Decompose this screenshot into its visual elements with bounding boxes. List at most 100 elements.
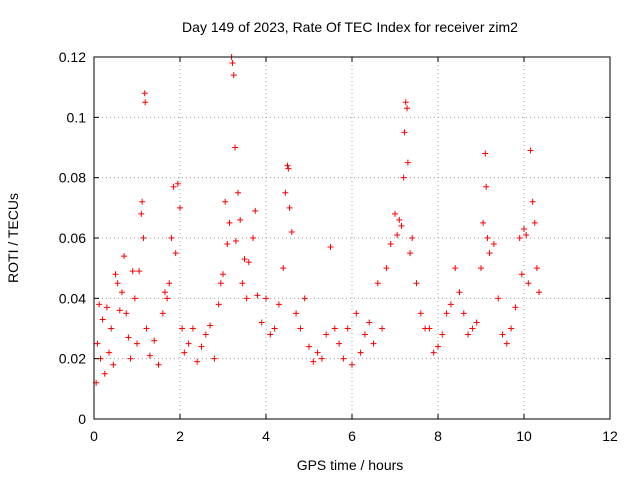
data-point [401,129,408,136]
data-point [357,349,364,356]
data-point [439,331,446,338]
data-point [527,147,534,154]
data-point [108,325,115,332]
data-point [138,210,145,217]
data-point [286,204,293,211]
data-point [512,304,519,311]
x-tick-label: 0 [90,428,98,444]
data-point [229,60,236,67]
data-point [518,271,525,278]
data-point [252,207,259,214]
chart-title: Day 149 of 2023, Rate Of TEC Index for r… [182,19,518,35]
data-point [531,219,538,226]
data-point [297,325,304,332]
data-point [503,340,510,347]
data-point [245,259,252,266]
data-point [161,289,168,296]
data-point [94,340,101,347]
data-point [243,295,250,302]
y-tick-label: 0 [78,411,86,427]
data-point [394,231,401,238]
data-point [327,244,334,251]
data-point [250,235,257,241]
x-tick-label: 6 [348,428,356,444]
data-point [99,316,106,323]
data-point [331,325,338,332]
data-point [301,295,308,302]
data-point [490,241,497,248]
data-point [166,280,173,287]
data-point [288,228,295,235]
data-point [121,253,128,260]
data-point [483,183,490,190]
data-point [396,216,403,223]
data-point [310,358,317,365]
data-point [131,295,138,302]
data-point [353,310,360,317]
data-point [112,271,119,278]
data-point [241,256,248,263]
data-point [344,325,351,332]
data-point [202,331,209,338]
data-point [275,301,282,308]
data-point [456,289,463,296]
data-point [452,265,459,272]
data-point [129,268,136,275]
data-point [194,358,201,365]
data-point [217,280,224,287]
data-point [258,319,265,326]
data-point [465,331,472,338]
x-axis-label: GPS time / hours [297,457,404,473]
data-point [314,349,321,356]
data-point [349,361,355,368]
data-point [521,225,527,232]
data-point [232,144,239,151]
data-point [398,222,405,229]
x-tick-label: 4 [262,428,270,444]
data-point [499,331,506,338]
data-point [374,280,381,287]
data-point [536,289,543,296]
data-point [533,265,540,272]
data-point [435,343,441,350]
data-point [404,159,411,166]
data-point [235,189,242,196]
data-point [177,204,183,211]
data-point [127,355,134,362]
data-point [460,310,467,317]
data-point [508,325,515,332]
data-point [134,340,140,347]
data-point [361,331,368,338]
data-point [318,355,325,362]
data-point [215,301,222,308]
data-point [402,99,409,106]
data-point [480,219,487,226]
data-point [207,322,214,329]
data-point [267,331,274,338]
data-point [254,292,261,299]
data-point [486,250,493,257]
data-point [495,295,502,302]
data-point [211,355,218,362]
data-point [271,325,278,332]
data-point [370,340,377,347]
data-point [164,295,171,302]
gridlines [94,57,610,419]
data-point [239,280,246,287]
data-point [469,325,476,332]
data-point [282,189,289,196]
data-point [336,340,343,347]
data-point [478,265,484,272]
data-point [114,280,121,287]
y-tick-label: 0.1 [67,109,87,125]
data-point [293,310,300,317]
data-point [387,241,394,248]
data-point [220,271,226,278]
data-point [185,340,192,347]
data-point [366,319,373,326]
data-point [280,265,287,272]
data-point [426,325,433,332]
data-point [123,310,130,317]
data-point [430,349,437,356]
